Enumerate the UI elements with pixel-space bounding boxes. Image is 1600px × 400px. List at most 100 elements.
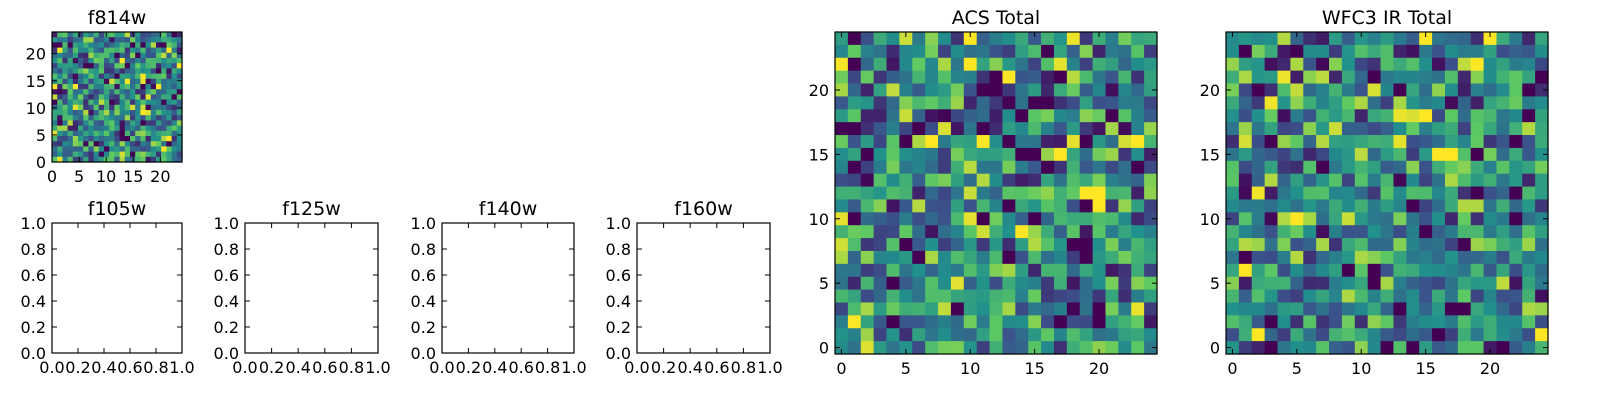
heatmap-cell [1264,70,1279,85]
heatmap-cell [156,110,162,116]
heatmap-cell [1329,147,1343,162]
heatmap-cell [88,141,95,147]
heatmap-cell [1092,83,1107,97]
heatmap-cell [1079,250,1094,265]
heatmap-cell [140,136,147,142]
heatmap-cell [1079,199,1094,213]
heatmap-cell [1015,341,1029,355]
heatmap-cell [873,32,888,46]
heatmap-cell [1406,57,1420,72]
heatmap-cell [161,130,167,137]
heatmap-cell [886,199,900,213]
heatmap-cell [156,146,162,153]
heatmap-cell [1131,70,1145,85]
heatmap-cell [1535,199,1549,213]
x-tick-label: 0.2 [259,358,284,377]
heatmap-cell [847,135,862,149]
heatmap-cell [135,63,141,69]
heatmap-cell [1290,122,1304,136]
heatmap-cell [135,130,141,137]
heatmap-cell [1251,83,1266,97]
heatmap-cell [1316,57,1330,72]
heatmap-cell [912,250,926,265]
heatmap-cell [1483,173,1498,188]
heatmap-cell [1131,263,1145,278]
heatmap-cell [1406,315,1420,329]
heatmap-cell [62,32,69,38]
heatmap-cell [104,47,110,54]
heatmap-cell [145,146,152,153]
heatmap-cell [1251,225,1266,239]
heatmap-cell [52,89,58,95]
heatmap-cell [1354,315,1369,329]
heatmap-cell [145,104,152,111]
heatmap-cell [1028,57,1042,72]
heatmap-cell [88,156,95,163]
heatmap-cell [72,115,79,121]
heatmap-cell [1238,225,1253,239]
heatmap-cell [1341,199,1356,213]
heatmap-cell [166,78,173,85]
heatmap-cell [1303,341,1317,355]
heatmap-cell [925,96,939,110]
heatmap-cell [1522,83,1536,97]
x-tick-label: 0.4 [91,358,116,377]
heatmap-cell [847,341,862,355]
heatmap-cell [1316,315,1330,329]
heatmap-cell [886,70,900,85]
heatmap-cell [1290,225,1304,239]
heatmap-cell [78,58,84,64]
heatmap-cell [1277,83,1291,97]
heatmap-cell [140,146,147,153]
heatmap-cell [899,289,913,304]
heatmap-cell [912,32,926,46]
heatmap-cell [1444,32,1459,46]
heatmap-cell [98,99,105,106]
x-tick-label: 15 [1024,359,1044,378]
heatmap-cell [1290,147,1304,162]
heatmap-cell [1144,225,1158,239]
heatmap-cell [72,156,79,163]
heatmap-cell [1053,225,1068,239]
heatmap-cell [1367,135,1382,149]
heatmap-cell [161,104,167,111]
heatmap-cell [1457,44,1472,59]
heatmap-cell [1329,122,1343,136]
heatmap-cell [1290,70,1304,85]
heatmap-cell [1483,263,1498,278]
heatmap-cell [119,110,126,116]
heatmap-cell [1226,122,1240,136]
heatmap-cell [119,37,126,43]
heatmap-cell [1251,186,1266,201]
heatmap-cell [860,302,875,316]
heatmap-cell [1393,96,1407,110]
heatmap-cell [1251,199,1266,213]
heatmap-cell [912,289,926,304]
heatmap-cell [1290,276,1304,291]
heatmap-cell [1341,276,1356,291]
heatmap-cell [52,73,58,80]
heatmap-cell [1092,276,1107,291]
heatmap-cell [104,151,110,158]
heatmap-cell [976,199,991,213]
heatmap-cell [98,156,105,163]
heatmap-cell [176,120,183,127]
heatmap-cell [156,73,162,80]
heatmap-cell [1406,70,1420,85]
heatmap-cell [847,276,862,291]
heatmap-cell [860,225,875,239]
heatmap-cell [1535,225,1549,239]
heatmap-cell [1053,276,1068,291]
heatmap-cell [938,135,952,149]
heatmap-cell [140,104,147,111]
heatmap-cell [1367,32,1382,46]
heatmap-cell [1264,328,1279,342]
heatmap-cell [1002,250,1016,265]
heatmap-cell [1015,238,1029,252]
heatmap-cell [150,146,157,153]
heatmap-cell [1393,302,1407,316]
heatmap-cell [135,58,141,64]
heatmap-cell [912,328,926,342]
heatmap-cell [1066,160,1081,175]
